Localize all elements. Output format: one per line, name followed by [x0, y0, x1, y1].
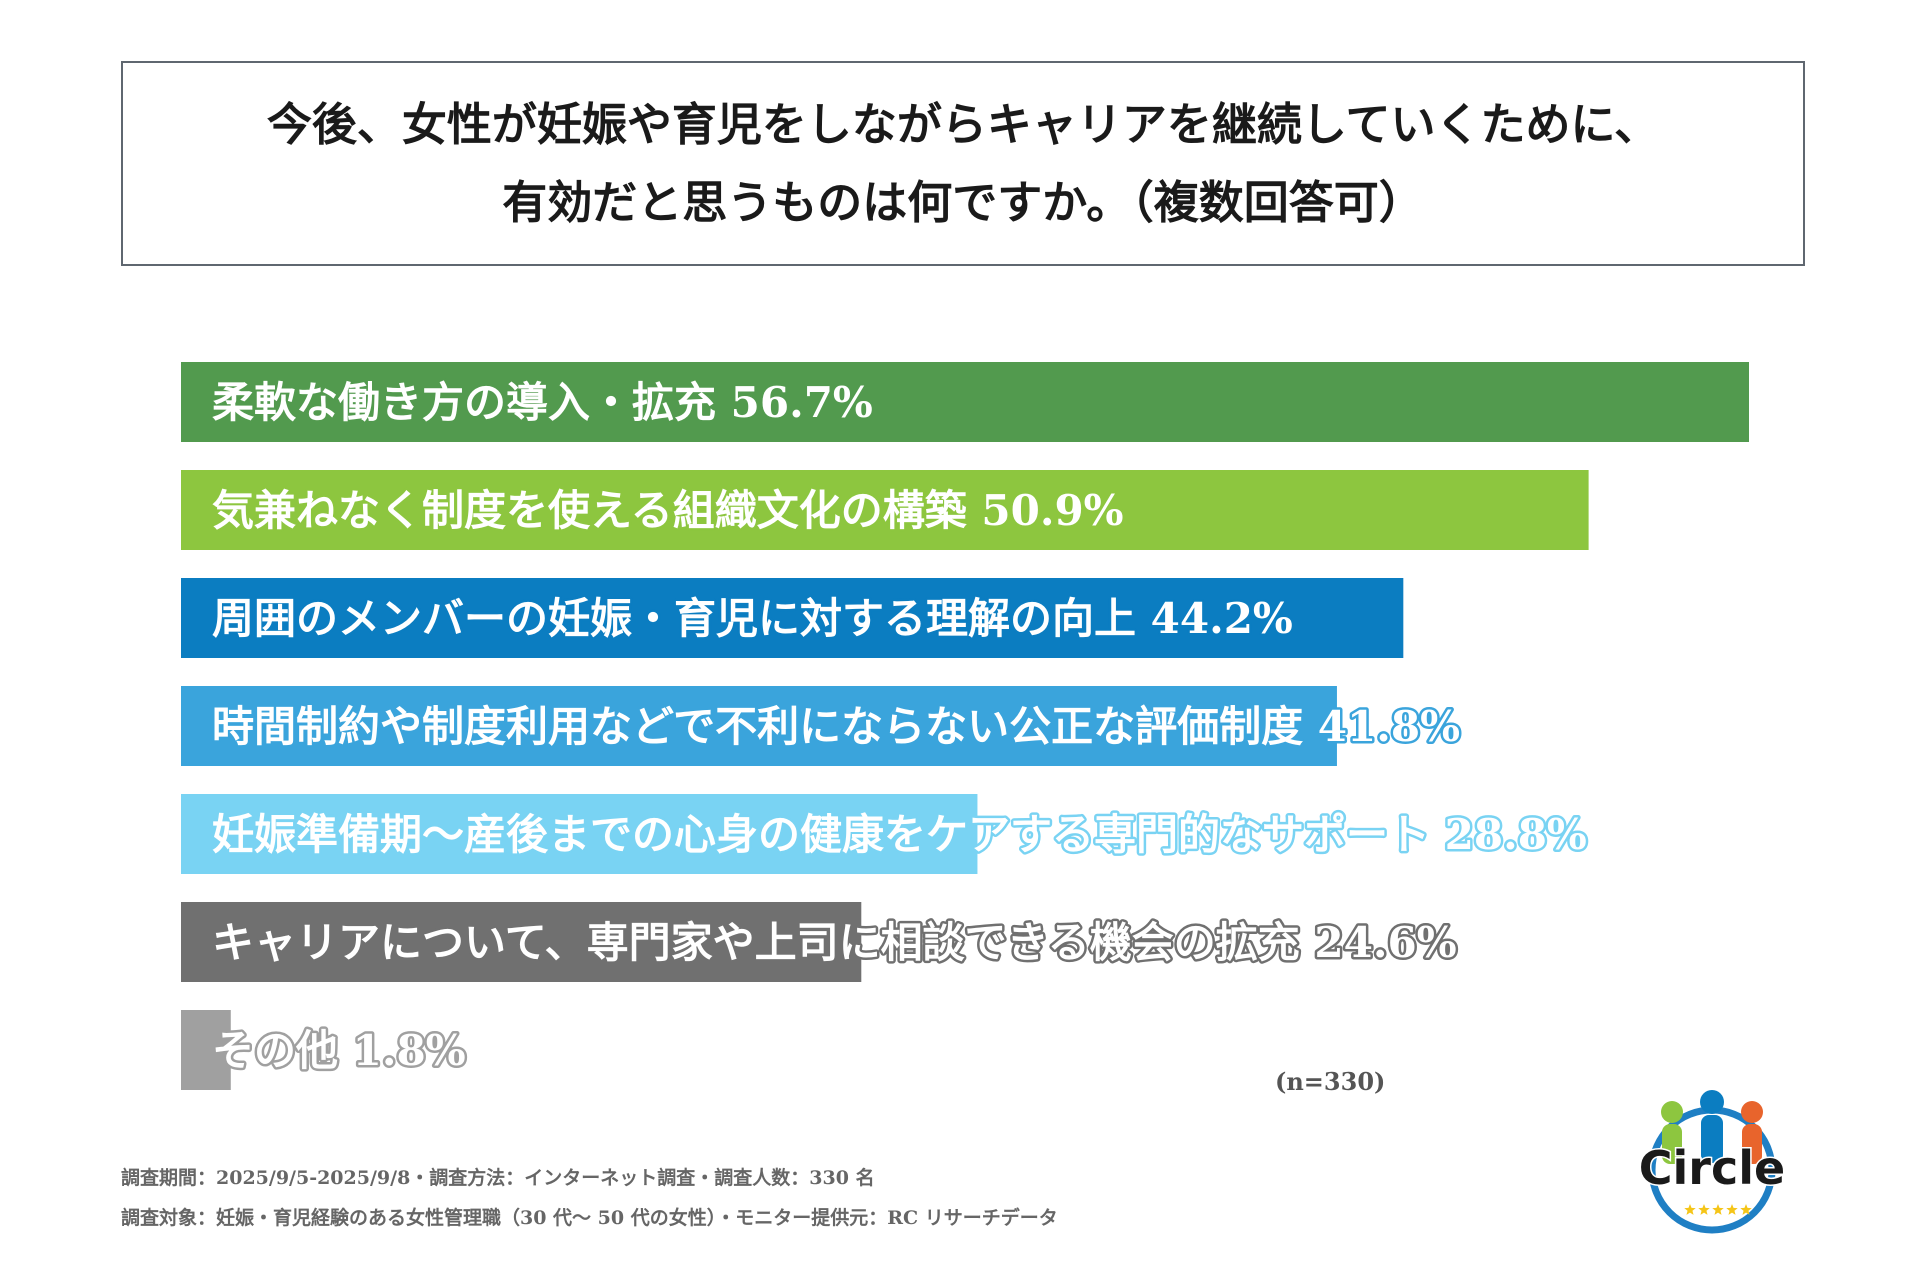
value-label-5: 28.8% [1430, 810, 1587, 859]
star-icon [1698, 1204, 1710, 1215]
value-label-1: 56.7% [716, 378, 873, 427]
bar-label-3: 周囲のメンバーの妊娠・育児に対する理解の向上 44.2% [212, 594, 1293, 643]
bar-3 [181, 578, 1404, 658]
value-label-7: 1.8% [338, 1026, 466, 1075]
bar-2 [181, 470, 1589, 550]
bar-label-6: キャリアについて、専門家や上司に相談できる機会の拡充 24.6% [212, 918, 1457, 967]
logo-text: Circle [1639, 1141, 1785, 1195]
bar-6 [181, 902, 862, 982]
category-label-5: 妊娠準備期〜産後までの心身の健康をケアする専門的なサポート [212, 810, 1430, 859]
star-icon [1684, 1204, 1696, 1215]
circle-logo: Circle [1637, 1090, 1787, 1234]
title-line-1: 今後、女性が妊娠や育児をしながらキャリアを継続していくために、 [266, 97, 1660, 151]
bar-7 [181, 1010, 231, 1090]
value-label-6: 24.6% [1300, 918, 1457, 967]
category-label-3: 周囲のメンバーの妊娠・育児に対する理解の向上 [212, 594, 1136, 643]
title-box: 今後、女性が妊娠や育児をしながらキャリアを継続していくために、 有効だと思うもの… [121, 61, 1805, 266]
star-icon [1726, 1204, 1738, 1215]
category-label-2: 気兼ねなく制度を使える組織文化の構築 [212, 486, 968, 535]
bar-label-4: 時間制約や制度利用などで不利にならない公正な評価制度 41.8% [212, 702, 1460, 751]
bar-label-1: 柔軟な働き方の導入・拡充 56.7% [212, 378, 873, 427]
value-label-4: 41.8% [1303, 702, 1460, 751]
bar-1 [181, 362, 1749, 442]
logo-figures-icon [1661, 1090, 1763, 1164]
footnote-survey-target: 調査対象：妊娠・育児経験のある女性管理職（30 代〜 50 代の女性）・モニター… [121, 1207, 1058, 1229]
star-icon [1740, 1204, 1752, 1215]
footnote-survey-info: 調査期間：2025/9/5-2025/9/8・調査方法：インターネット調査・調査… [121, 1167, 875, 1189]
star-icon [1712, 1204, 1724, 1215]
category-label-6: キャリアについて、専門家や上司に相談できる機会の拡充 [212, 918, 1300, 967]
category-label-7: その他 [212, 1026, 338, 1075]
bar-4 [181, 686, 1337, 766]
sample-size-label: (n=330) [1275, 1067, 1386, 1096]
title-line-2: 有効だと思うものは何ですか。（複数回答可） [502, 175, 1424, 229]
logo-stars-icon [1684, 1204, 1752, 1215]
bar-5 [181, 794, 978, 874]
bar-label-7: その他 1.8% [212, 1026, 466, 1075]
category-label-4: 時間制約や制度利用などで不利にならない公正な評価制度 [212, 702, 1303, 751]
bar-label-2: 気兼ねなく制度を使える組織文化の構築 50.9% [212, 486, 1124, 535]
category-label-1: 柔軟な働き方の導入・拡充 [212, 378, 716, 427]
value-label-3: 44.2% [1136, 594, 1293, 643]
value-label-2: 50.9% [967, 486, 1124, 535]
bar-label-5: 妊娠準備期〜産後までの心身の健康をケアする専門的なサポート 28.8% [212, 810, 1587, 859]
